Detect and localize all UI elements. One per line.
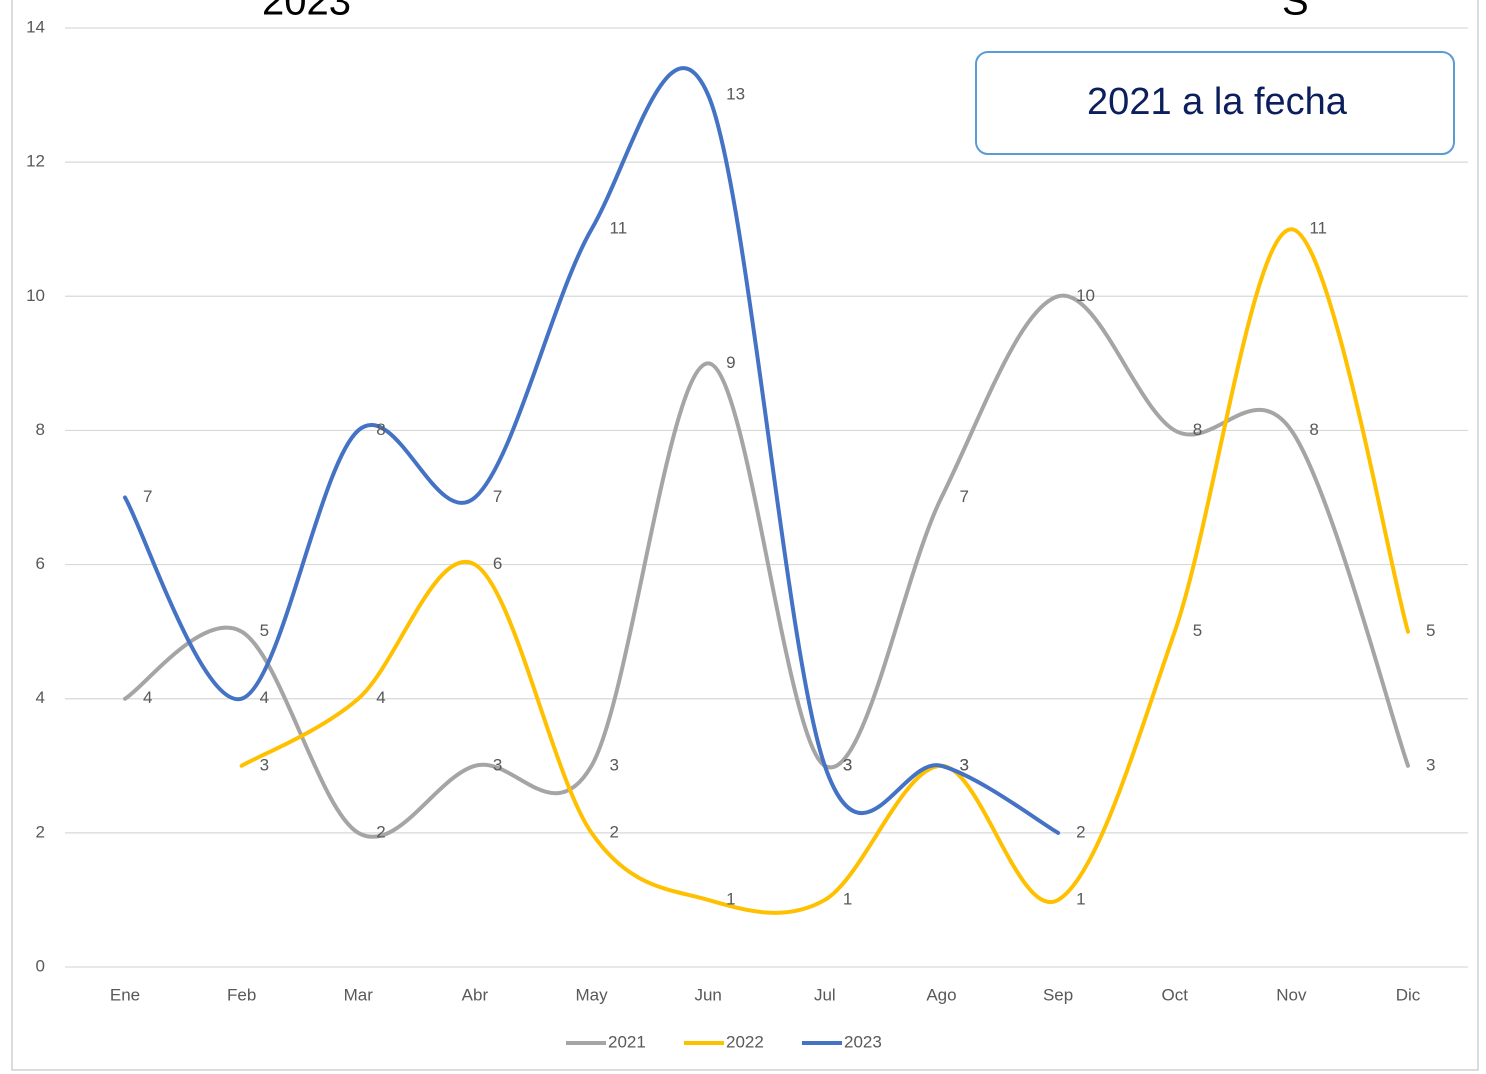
legend-label: 2021	[608, 1032, 646, 1051]
series-line	[123, 66, 1061, 835]
x-tick-label: Dic	[1396, 985, 1421, 1004]
data-label: 13	[726, 85, 745, 104]
data-label: 9	[726, 353, 735, 372]
y-tick-label: 14	[26, 17, 45, 36]
y-tick-label: 6	[36, 554, 45, 573]
y-tick-label: 12	[26, 152, 45, 171]
x-tick-label: Jul	[814, 985, 836, 1004]
data-label: 3	[843, 755, 852, 774]
data-label: 3	[843, 755, 852, 774]
data-label: 3	[959, 755, 968, 774]
data-label: 1	[1076, 889, 1085, 908]
y-tick-label: 2	[36, 822, 45, 841]
x-tick-label: Nov	[1276, 985, 1307, 1004]
data-label: 8	[1193, 420, 1202, 439]
data-label: 6	[493, 554, 502, 573]
x-tick-label: May	[575, 985, 608, 1004]
x-tick-label: Jun	[694, 985, 721, 1004]
legend-label: 2022	[726, 1032, 764, 1051]
data-label: 8	[376, 420, 385, 439]
x-tick-label: Abr	[462, 985, 489, 1004]
data-label: 5	[1426, 621, 1435, 640]
data-label: 5	[260, 621, 269, 640]
data-label: 1	[726, 889, 735, 908]
data-label: 2	[1076, 822, 1085, 841]
y-tick-label: 4	[36, 688, 45, 707]
data-label: 7	[493, 487, 502, 506]
data-label: 3	[959, 755, 968, 774]
data-label: 1	[843, 889, 852, 908]
data-label: 4	[376, 688, 385, 707]
y-tick-label: 10	[26, 286, 45, 305]
x-tick-label: Ago	[926, 985, 956, 1004]
data-label: 3	[260, 755, 269, 774]
cropped-title: 2023	[262, 0, 351, 24]
x-tick-label: Mar	[344, 985, 374, 1004]
y-tick-label: 0	[36, 956, 45, 975]
data-label: 4	[260, 688, 269, 707]
x-tick-label: Feb	[227, 985, 256, 1004]
x-tick-label: Oct	[1162, 985, 1189, 1004]
data-label: 2	[376, 822, 385, 841]
x-tick-label: Ene	[110, 985, 140, 1004]
cropped-title: S	[1282, 0, 1309, 24]
data-label: 5	[1193, 621, 1202, 640]
y-tick-label: 8	[36, 420, 45, 439]
legend-label: 2023	[844, 1032, 882, 1051]
series-line	[123, 293, 1410, 839]
chart-frame	[11, 0, 1479, 1071]
x-tick-label: Sep	[1043, 985, 1073, 1004]
data-label: 7	[143, 487, 152, 506]
series-line	[239, 227, 1410, 915]
data-label: 11	[1309, 219, 1327, 238]
data-label: 8	[1309, 420, 1318, 439]
data-label: 3	[1426, 755, 1435, 774]
data-label: 3	[610, 755, 619, 774]
data-label: 10	[1076, 286, 1095, 305]
data-label: 2	[610, 822, 619, 841]
data-label: 4	[143, 688, 152, 707]
note-text: 2021 a la fecha	[1087, 81, 1348, 123]
data-label: 7	[959, 487, 968, 506]
data-label: 11	[610, 219, 628, 238]
note-box	[975, 51, 1455, 155]
data-label: 3	[493, 755, 502, 774]
